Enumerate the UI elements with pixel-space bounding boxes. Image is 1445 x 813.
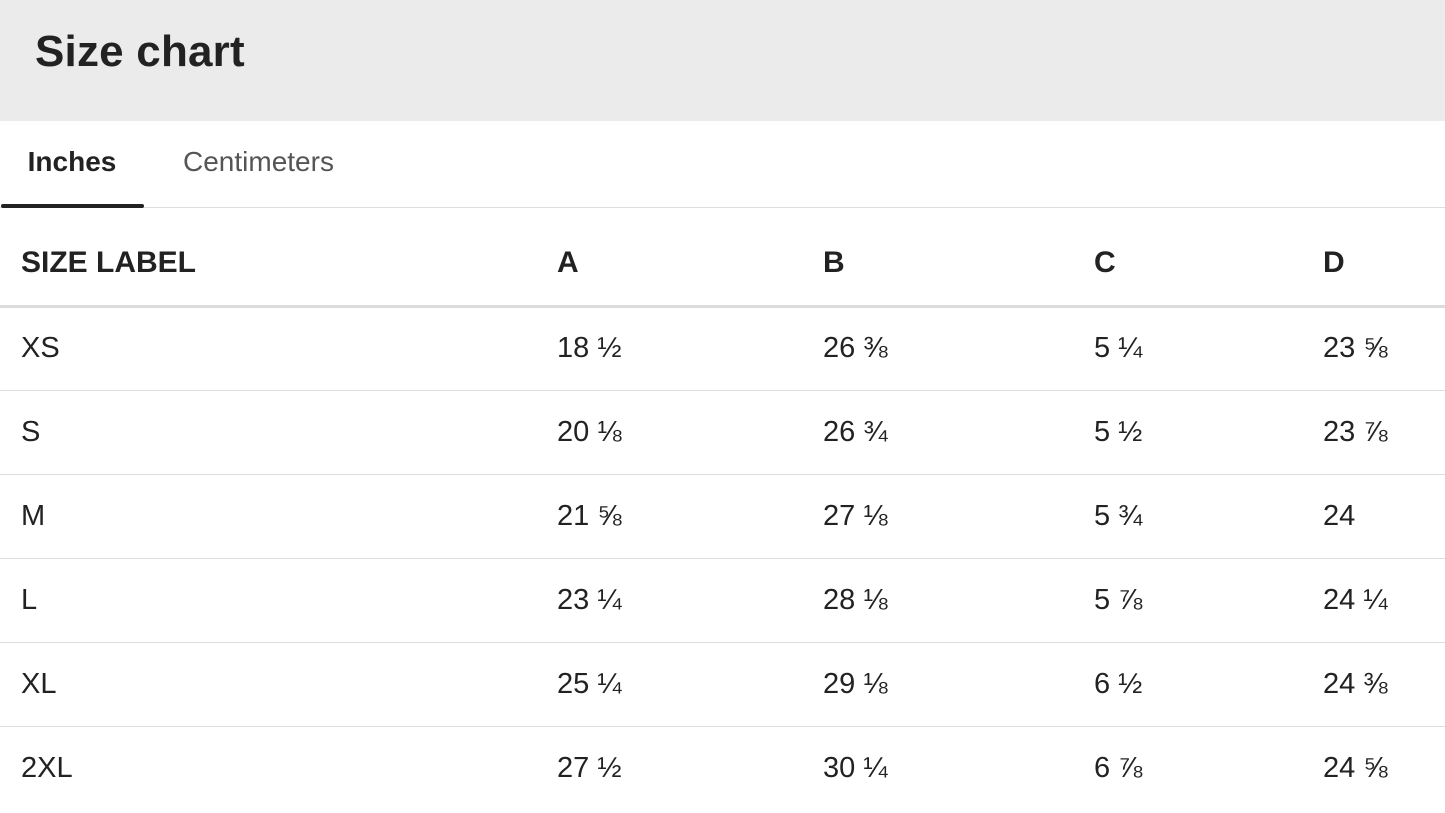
unit-tabs: Inches Centimeters — [0, 121, 1445, 208]
measurement-c-cell: 6 ½ — [1094, 667, 1143, 700]
tab-centimeters[interactable]: Centimeters — [183, 121, 334, 207]
column-header-b: B — [823, 246, 845, 280]
measurement-b-cell: 27 ⅛ — [823, 499, 888, 532]
size-label-cell: M — [21, 499, 46, 532]
measurement-d-cell: 23 ⅞ — [1323, 415, 1388, 448]
measurement-c-cell: 6 ⅞ — [1094, 751, 1143, 784]
measurement-c-cell: 5 ⅞ — [1094, 583, 1143, 616]
measurement-d-cell: 24 ⅝ — [1323, 751, 1388, 784]
tab-inches[interactable]: Inches — [0, 121, 144, 208]
table-row: XS 18 ½ 26 ⅜ 5 ¼ 23 ⅝ — [0, 306, 1445, 390]
measurement-a-cell: 20 ⅛ — [557, 415, 622, 448]
table-row: 2XL 27 ½ 30 ¼ 6 ⅞ 24 ⅝ — [0, 726, 1445, 810]
tab-centimeters-label: Centimeters — [183, 146, 334, 177]
measurement-b-cell: 28 ⅛ — [823, 583, 888, 616]
measurement-c-cell: 5 ¾ — [1094, 499, 1143, 532]
size-label-cell: 2XL — [21, 751, 73, 784]
column-header-c: C — [1094, 246, 1116, 280]
table-row: S 20 ⅛ 26 ¾ 5 ½ 23 ⅞ — [0, 390, 1445, 474]
measurement-b-cell: 30 ¼ — [823, 751, 888, 784]
page-title: Size chart — [35, 27, 245, 76]
measurement-a-cell: 21 ⅝ — [557, 499, 622, 532]
table-header-row: SIZE LABEL A B C D — [0, 222, 1445, 306]
measurement-b-cell: 26 ⅜ — [823, 332, 888, 364]
size-label-cell: L — [21, 583, 38, 616]
column-header-a: A — [557, 246, 579, 280]
table-row: L 23 ¼ 28 ⅛ 5 ⅞ 24 ¼ — [0, 558, 1445, 642]
size-label-cell: XL — [21, 667, 57, 700]
active-tab-indicator — [1, 204, 144, 208]
measurement-d-cell: 24 ¼ — [1323, 583, 1388, 616]
measurement-a-cell: 18 ½ — [557, 332, 622, 364]
measurement-a-cell: 23 ¼ — [557, 583, 622, 616]
measurement-c-cell: 5 ¼ — [1094, 332, 1143, 364]
table-row: M 21 ⅝ 27 ⅛ 5 ¾ 24 — [0, 474, 1445, 558]
measurement-d-cell: 23 ⅝ — [1323, 332, 1388, 364]
tab-inches-label: Inches — [27, 146, 117, 177]
measurement-b-cell: 29 ⅛ — [823, 667, 888, 700]
table-row: XL 25 ¼ 29 ⅛ 6 ½ 24 ⅜ — [0, 642, 1445, 726]
size-chart-table: SIZE LABEL A B C D XS 18 ½ 26 ⅜ 5 ¼ 23 ⅝… — [0, 222, 1445, 810]
size-label-cell: S — [21, 415, 41, 448]
size-label-cell: XS — [21, 332, 60, 364]
measurement-a-cell: 27 ½ — [557, 751, 622, 784]
column-header-size-label: SIZE LABEL — [21, 246, 197, 280]
measurement-b-cell: 26 ¾ — [823, 415, 888, 448]
column-header-d: D — [1323, 246, 1345, 280]
measurement-c-cell: 5 ½ — [1094, 415, 1143, 448]
measurement-d-cell: 24 ⅜ — [1323, 667, 1388, 700]
modal-header: Size chart — [0, 0, 1445, 121]
measurement-d-cell: 24 — [1323, 499, 1356, 532]
measurement-a-cell: 25 ¼ — [557, 667, 622, 700]
